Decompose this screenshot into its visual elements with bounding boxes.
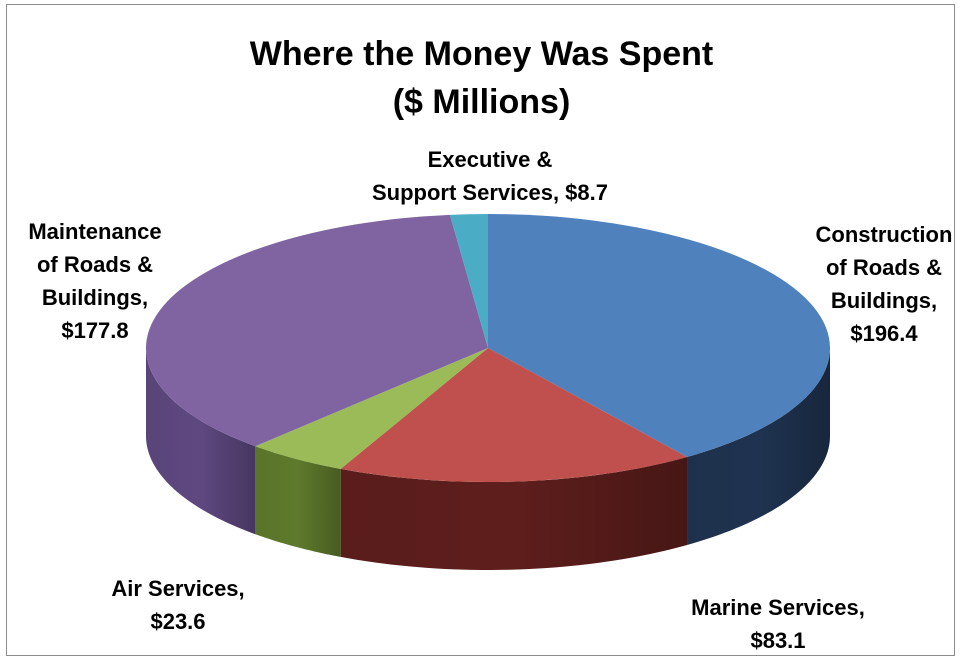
- pie-slice-marine: [340, 348, 688, 482]
- pie-tops: [145, 214, 830, 482]
- pie-slice-executive: [449, 214, 488, 348]
- pie-slice-maintenance: [145, 214, 488, 447]
- slice-label-air: Air Services, $23.6: [111, 576, 245, 634]
- slice-label-executive: Executive & Support Services, $8.7: [372, 147, 608, 205]
- pie-side-shade-marine: [340, 456, 688, 570]
- pie-slice-air: [255, 348, 488, 469]
- pie-slice-construction: [488, 214, 830, 457]
- slice-label-marine: Marine Services, $83.1: [691, 595, 865, 653]
- pie-side-shade-construction: [687, 348, 830, 545]
- chart-title-line-1: Where the Money Was Spent: [249, 35, 714, 73]
- pie-side-shade-maintenance: [146, 348, 256, 535]
- chart-title-line-2: ($ Millions): [392, 83, 571, 121]
- chart-title: Where the Money Was Spent ($ Millions): [0, 30, 963, 126]
- pie-side-shade-air: [255, 446, 341, 557]
- slice-label-construction: Construction of Roads & Buildings, $196.…: [815, 222, 953, 346]
- pie-sides: [146, 348, 830, 570]
- slice-label-maintenance: Maintenance of Roads & Buildings, $177.8: [28, 219, 162, 343]
